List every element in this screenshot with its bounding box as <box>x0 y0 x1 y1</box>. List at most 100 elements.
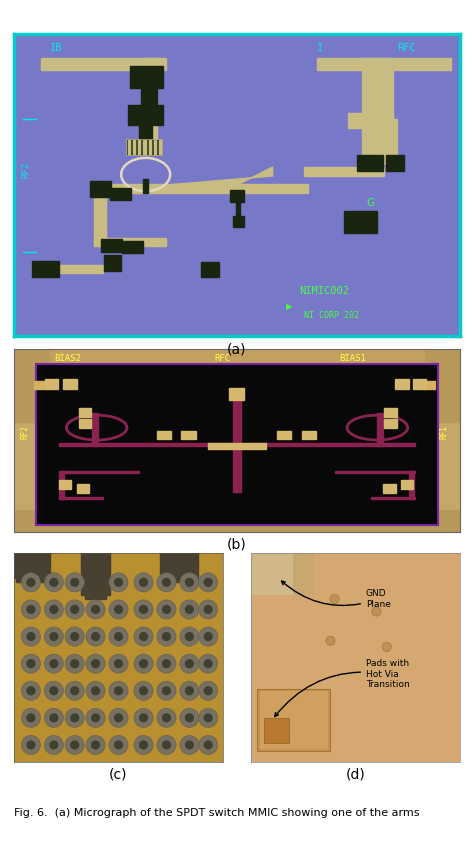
Circle shape <box>114 686 123 695</box>
Bar <box>59 480 71 488</box>
Bar <box>383 483 396 493</box>
Text: BIAS1: BIAS1 <box>339 354 366 363</box>
Circle shape <box>86 708 105 728</box>
Circle shape <box>157 600 176 619</box>
Bar <box>79 408 91 417</box>
Circle shape <box>114 659 123 668</box>
Bar <box>257 688 330 751</box>
Text: RF2: RF2 <box>21 425 30 439</box>
Circle shape <box>109 654 128 673</box>
Bar <box>122 241 144 253</box>
Circle shape <box>134 681 153 700</box>
Circle shape <box>134 627 153 646</box>
Circle shape <box>162 632 171 641</box>
Circle shape <box>114 740 123 750</box>
Bar <box>133 140 135 154</box>
Bar <box>166 184 308 192</box>
Circle shape <box>180 627 199 646</box>
Circle shape <box>49 740 58 750</box>
Circle shape <box>65 681 84 700</box>
Circle shape <box>157 708 176 728</box>
Circle shape <box>86 654 105 673</box>
Circle shape <box>49 686 58 695</box>
Bar <box>12 553 50 578</box>
Bar <box>159 140 161 154</box>
Text: G: G <box>366 198 374 208</box>
Bar <box>144 179 148 192</box>
Bar <box>128 105 163 125</box>
Bar <box>139 122 152 140</box>
Text: (d): (d) <box>346 768 365 781</box>
Text: IB: IB <box>50 43 63 53</box>
Circle shape <box>199 573 218 592</box>
Text: Pads with
Hot Via
Transition: Pads with Hot Via Transition <box>275 660 410 717</box>
Bar <box>14 510 460 532</box>
Circle shape <box>134 573 153 592</box>
Circle shape <box>109 600 128 619</box>
Circle shape <box>65 654 84 673</box>
Bar <box>251 553 314 595</box>
Text: Fig. 6.  (a) Micrograph of the SPDT switch MMIC showing one of the arms: Fig. 6. (a) Micrograph of the SPDT switc… <box>14 808 419 819</box>
Circle shape <box>49 632 58 641</box>
Bar <box>181 431 196 439</box>
Bar <box>94 191 106 246</box>
Circle shape <box>70 686 79 695</box>
Text: BIAS2: BIAS2 <box>55 354 81 363</box>
Text: RF1: RF1 <box>440 425 449 439</box>
Bar <box>32 260 59 277</box>
Circle shape <box>204 686 213 695</box>
Circle shape <box>86 627 105 646</box>
Circle shape <box>162 686 171 695</box>
Circle shape <box>49 659 58 668</box>
Circle shape <box>21 627 40 646</box>
Bar <box>126 140 162 155</box>
Bar <box>157 431 171 439</box>
Circle shape <box>162 605 171 614</box>
Bar <box>94 184 166 192</box>
Bar <box>362 58 393 164</box>
Circle shape <box>21 708 40 728</box>
Circle shape <box>162 659 171 668</box>
Circle shape <box>185 686 194 695</box>
Circle shape <box>199 627 218 646</box>
Bar <box>59 497 103 499</box>
Text: NIMIC002: NIMIC002 <box>300 286 349 296</box>
Circle shape <box>180 573 199 592</box>
Bar <box>146 58 157 140</box>
Circle shape <box>199 681 218 700</box>
Circle shape <box>21 600 40 619</box>
Bar <box>45 379 58 389</box>
Bar <box>317 58 451 71</box>
Text: RFC: RFC <box>215 354 231 363</box>
Circle shape <box>185 740 194 750</box>
Circle shape <box>185 578 194 587</box>
Circle shape <box>139 605 148 614</box>
Circle shape <box>157 627 176 646</box>
Circle shape <box>134 708 153 728</box>
Circle shape <box>157 681 176 700</box>
Bar <box>264 718 289 743</box>
Text: NI CORP 202: NI CORP 202 <box>304 311 359 320</box>
Circle shape <box>27 632 36 641</box>
Bar <box>348 112 393 128</box>
Circle shape <box>86 681 105 700</box>
Circle shape <box>134 735 153 755</box>
Bar <box>94 238 166 246</box>
Bar <box>236 200 240 220</box>
Circle shape <box>91 632 100 641</box>
Circle shape <box>70 632 79 641</box>
Bar <box>335 471 415 473</box>
Text: (b): (b) <box>227 538 247 551</box>
Circle shape <box>27 578 36 587</box>
Bar <box>101 239 122 252</box>
Circle shape <box>44 573 64 592</box>
Bar <box>371 497 415 499</box>
Text: (a): (a) <box>227 342 247 356</box>
Circle shape <box>109 735 128 755</box>
Circle shape <box>44 654 64 673</box>
Circle shape <box>204 740 213 750</box>
Bar <box>36 363 438 524</box>
Circle shape <box>204 578 213 587</box>
Bar <box>301 431 316 439</box>
Text: (c): (c) <box>109 768 128 781</box>
